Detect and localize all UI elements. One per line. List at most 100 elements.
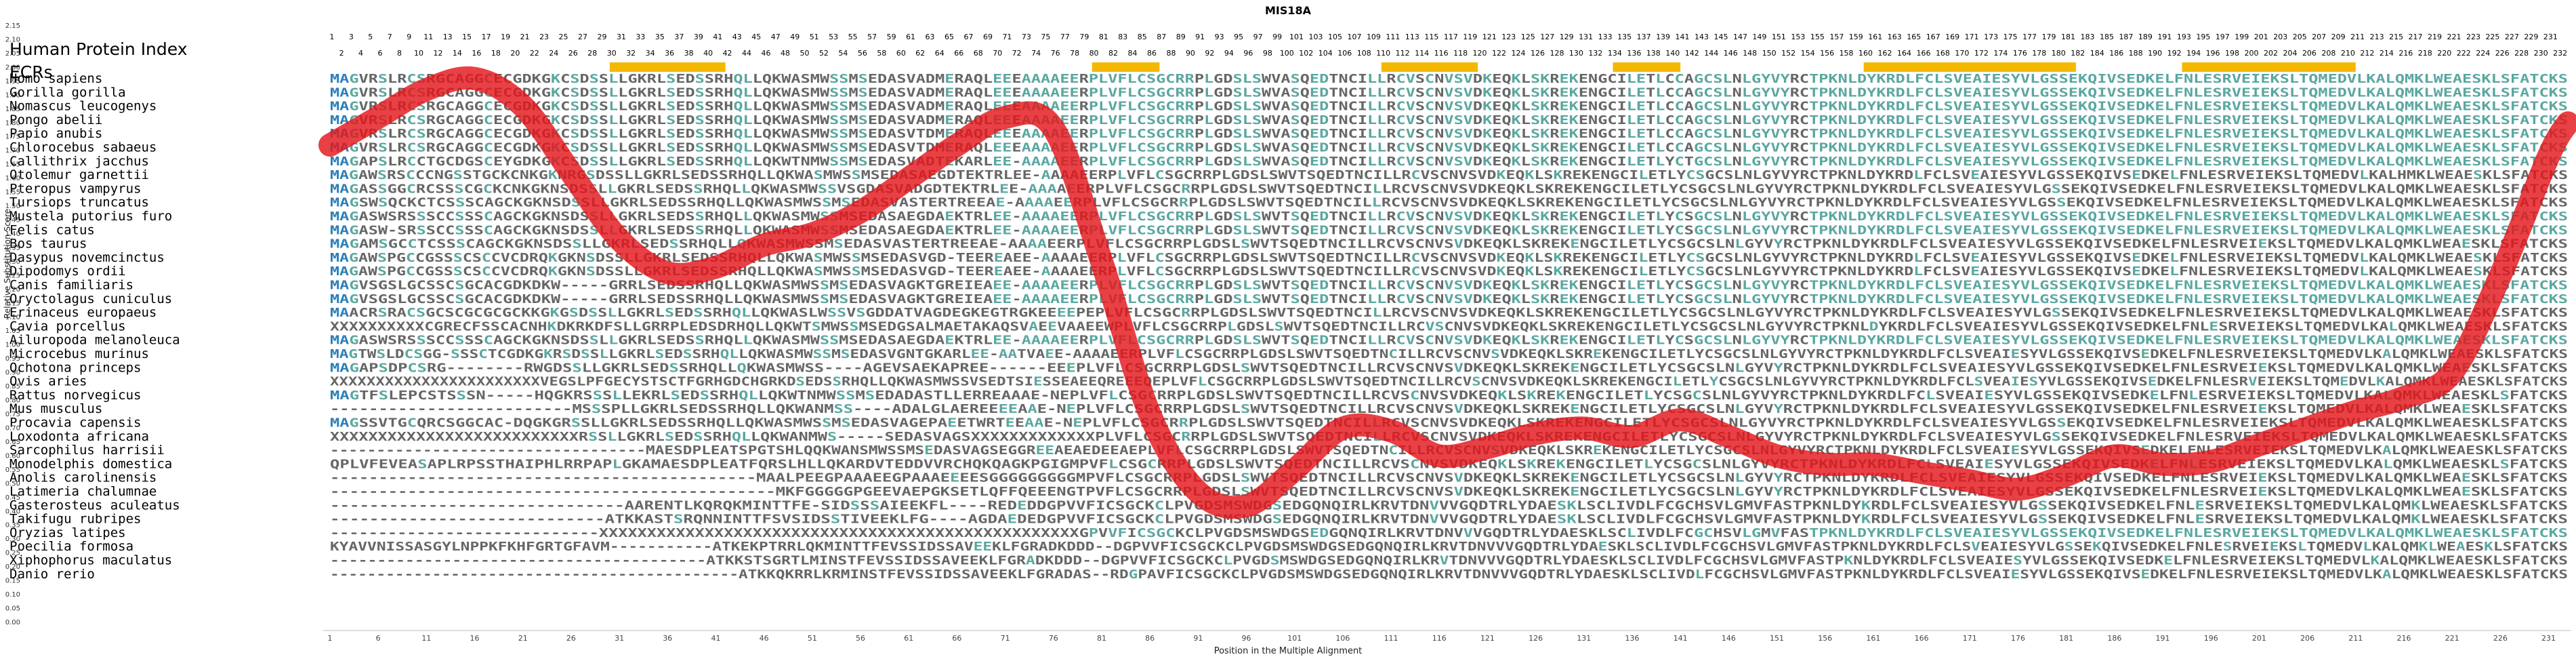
hpi-bottom-number: 152 <box>1781 49 1795 58</box>
hpi-bottom-number: 162 <box>1878 49 1892 58</box>
hpi-top-number: 59 <box>887 33 896 41</box>
hpi-top-number: 45 <box>751 33 761 41</box>
hpi-bottom-number: 70 <box>993 49 1002 58</box>
hpi-top-number: 85 <box>1138 33 1147 41</box>
hpi-top-number: 141 <box>1676 33 1690 41</box>
hpi-top-number: 73 <box>1022 33 1031 41</box>
hpi-top-number: 229 <box>2524 33 2538 41</box>
hpi-bottom-number: 184 <box>2090 49 2104 58</box>
hpi-bottom-number: 158 <box>1840 49 1854 58</box>
hpi-top-number: 163 <box>1888 33 1902 41</box>
ecr-bar <box>1381 62 1478 72</box>
hpi-bottom-number: 168 <box>1936 49 1950 58</box>
species-label: Xiphophorus maculatus <box>9 553 172 568</box>
hpi-top-number: 99 <box>1272 33 1282 41</box>
hpi-bottom-number: 48 <box>781 49 790 58</box>
species-label: Ovis aries <box>9 374 87 389</box>
species-label: Mustela putorius furo <box>9 209 172 224</box>
hpi-bottom-number: 52 <box>819 49 829 58</box>
hpi-top-number: 43 <box>732 33 742 41</box>
hpi-top-number: 89 <box>1176 33 1186 41</box>
x-tick-label: 176 <box>2011 634 2025 643</box>
hpi-bottom-number: 24 <box>549 49 558 58</box>
species-label: Homo sapiens <box>9 71 102 86</box>
hpi-bottom-number: 40 <box>703 49 713 58</box>
hpi-top-number: 15 <box>462 33 472 41</box>
y-tick-label: 0.75 <box>5 411 20 418</box>
hpi-bottom-number: 210 <box>2341 49 2355 58</box>
y-tick-label: 2.00 <box>5 64 20 71</box>
hpi-bottom-number: 84 <box>1128 49 1138 58</box>
hpi-top-number: 61 <box>906 33 915 41</box>
hpi-bottom-number: 232 <box>2553 49 2567 58</box>
species-label: Oryzias latipes <box>9 525 126 540</box>
hpi-top-number: 183 <box>2080 33 2094 41</box>
species-label: Gasterosteus aculeatus <box>9 498 180 513</box>
hpi-top-number: 185 <box>2100 33 2114 41</box>
hpi-bottom-number: 20 <box>510 49 520 58</box>
hpi-bottom-number: 10 <box>414 49 423 58</box>
hpi-top-number: 189 <box>2138 33 2153 41</box>
hpi-top-number: 103 <box>1309 33 1323 41</box>
hpi-bottom-number: 18 <box>491 49 501 58</box>
hpi-top-number: 177 <box>2022 33 2037 41</box>
hpi-top-number: 41 <box>713 33 722 41</box>
hpi-top-number: 97 <box>1253 33 1263 41</box>
species-label: Callithrix jacchus <box>9 154 149 169</box>
score-curve-line <box>318 66 2576 519</box>
hpi-bottom-number: 206 <box>2302 49 2317 58</box>
x-tick-label: 201 <box>2252 634 2266 643</box>
hpi-bottom-number: 98 <box>1263 49 1272 58</box>
species-label: Erinaceus europaeus <box>9 305 157 320</box>
species-label: Microcebus murinus <box>9 346 149 361</box>
hpi-bottom-number: 194 <box>2186 49 2201 58</box>
x-tick-label: 11 <box>421 634 431 643</box>
hpi-top-number: 7 <box>388 33 392 41</box>
ecrs-label: ECRs <box>9 62 53 82</box>
hpi-top-number: 165 <box>1907 33 1921 41</box>
species-label: Dasypus novemcinctus <box>9 250 165 265</box>
y-tick-label: 0.60 <box>5 452 20 460</box>
species-label: Gorilla gorilla <box>9 85 126 100</box>
hpi-bottom-number: 14 <box>453 49 462 58</box>
hpi-bottom-number: 88 <box>1166 49 1176 58</box>
y-tick-label: 1.55 <box>5 189 20 197</box>
y-tick-label: 1.15 <box>5 300 20 307</box>
x-tick-label: 211 <box>2348 634 2363 643</box>
species-label: Rattus norvegicus <box>9 388 141 403</box>
x-tick-label: 56 <box>856 634 865 643</box>
hpi-bottom-number: 4 <box>358 49 363 58</box>
y-tick-label: 1.50 <box>5 203 20 210</box>
y-tick-label: 1.60 <box>5 175 20 182</box>
hpi-top-number: 87 <box>1157 33 1166 41</box>
hpi-bottom-number: 106 <box>1337 49 1352 58</box>
substitution-score-curve <box>318 66 2576 519</box>
hpi-bottom-number: 160 <box>1858 49 1873 58</box>
y-tick-label: 0.50 <box>5 480 20 487</box>
hpi-bottom-number: 42 <box>723 49 732 58</box>
hpi-bottom-number: 16 <box>472 49 481 58</box>
hpi-top-number: 133 <box>1598 33 1613 41</box>
hpi-bottom-number: 220 <box>2437 49 2451 58</box>
hpi-top-number: 129 <box>1560 33 1574 41</box>
x-tick-label: 146 <box>1722 634 1736 643</box>
hpi-top-number: 143 <box>1695 33 1709 41</box>
hpi-top-number: 25 <box>559 33 568 41</box>
x-tick-label: 41 <box>711 634 720 643</box>
hpi-top-number: 169 <box>1945 33 1959 41</box>
hpi-bottom-number: 186 <box>2109 49 2123 58</box>
species-label: Pongo abelii <box>9 113 102 127</box>
x-tick-label: 46 <box>760 634 769 643</box>
species-label: Mus musculus <box>9 401 102 416</box>
hpi-top-number: 181 <box>2061 33 2075 41</box>
hpi-bottom-number: 172 <box>1974 49 1989 58</box>
hpi-top-number: 107 <box>1347 33 1361 41</box>
hpi-top-number: 39 <box>694 33 703 41</box>
y-tick-label: 1.25 <box>5 272 20 279</box>
hpi-bottom-number: 50 <box>799 49 809 58</box>
